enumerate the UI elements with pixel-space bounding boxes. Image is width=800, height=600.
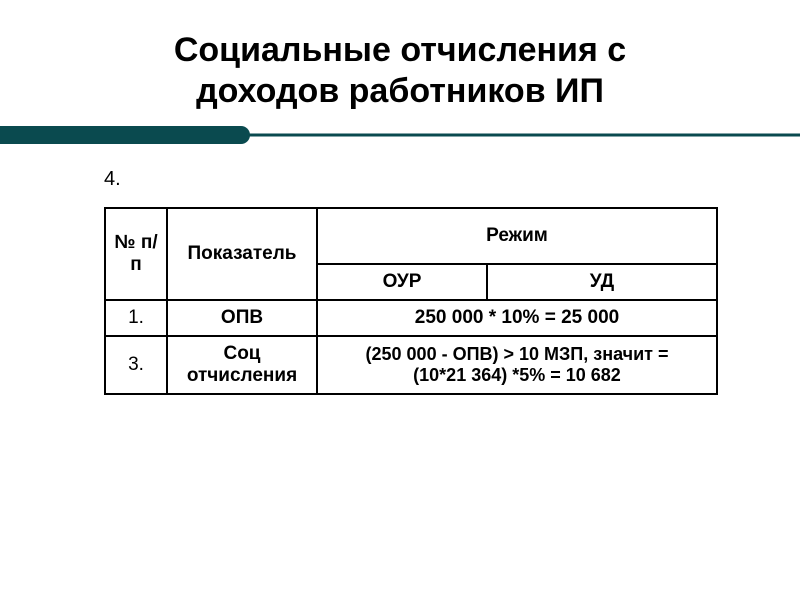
col-header-indicator: Показатель <box>167 208 317 300</box>
table-container: № п/п Показатель Режим ОУР УД 1. ОПВ 250… <box>104 207 740 395</box>
cell-row2-formula: (250 000 - ОПВ) > 10 МЗП, значит = (10*2… <box>317 336 717 394</box>
deductions-table: № п/п Показатель Режим ОУР УД 1. ОПВ 250… <box>104 207 718 395</box>
page-title: Социальные отчисления с доходов работник… <box>60 30 740 112</box>
accent-bar <box>0 126 800 144</box>
cell-row2-num: 3. <box>105 336 167 394</box>
table-row: 1. ОПВ 250 000 * 10% = 25 000 <box>105 300 717 336</box>
accent-bar-thick <box>0 126 250 144</box>
title-line-1: Социальные отчисления с <box>174 31 626 69</box>
section-number: 4. <box>104 168 740 191</box>
title-line-2: доходов работников ИП <box>196 72 604 110</box>
table-row: 3. Соц отчисления (250 000 - ОПВ) > 10 М… <box>105 336 717 394</box>
cell-row2-indicator: Соц отчисления <box>167 336 317 394</box>
col-header-number: № п/п <box>105 208 167 300</box>
col-header-our: ОУР <box>317 264 487 300</box>
formula-line-1: (250 000 - ОПВ) > 10 МЗП, значит = <box>366 344 669 364</box>
col-header-mode: Режим <box>317 208 717 264</box>
slide: Социальные отчисления с доходов работник… <box>0 0 800 600</box>
cell-row1-value: 250 000 * 10% = 25 000 <box>317 300 717 336</box>
col-header-ud: УД <box>487 264 717 300</box>
cell-row1-indicator: ОПВ <box>167 300 317 336</box>
formula-line-2: (10*21 364) *5% = 10 682 <box>413 365 621 385</box>
cell-row1-num: 1. <box>105 300 167 336</box>
table-header-row-1: № п/п Показатель Режим <box>105 208 717 264</box>
